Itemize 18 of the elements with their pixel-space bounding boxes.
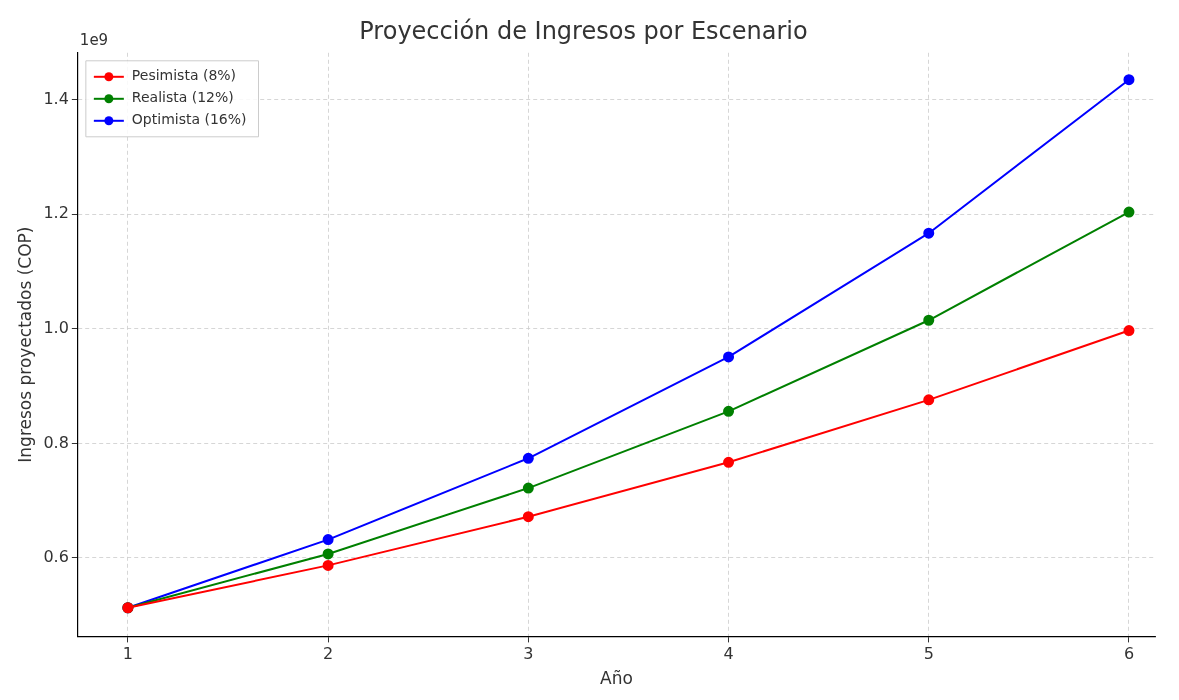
legend-label: Realista (12%) (131, 89, 234, 106)
legend-label: Pesimista (8%) (131, 67, 237, 84)
x-tick-label: 4 (723, 644, 734, 664)
x-tick-label: 3 (523, 644, 534, 664)
chart-title: Proyección de Ingresos por Escenario (359, 16, 808, 45)
y-axis-title: Ingresos proyectados (COP) (14, 226, 35, 463)
x-tick-label: 2 (323, 644, 334, 664)
x-axis-title: Año (600, 668, 633, 689)
y-tick-label: 1.0 (43, 318, 69, 338)
y-tick-label: 1.4 (43, 88, 69, 108)
y-tick-label: 0.8 (43, 432, 69, 452)
y-tick-label: 0.6 (43, 547, 69, 567)
x-tick-label: 6 (1123, 644, 1135, 664)
x-tick-label: 5 (923, 644, 934, 664)
legend-label: Optimista (16%) (131, 111, 247, 128)
text: 1e9 (79, 31, 109, 50)
x-tick-label: 1 (122, 644, 133, 664)
y-tick-label: 1.2 (43, 203, 69, 223)
